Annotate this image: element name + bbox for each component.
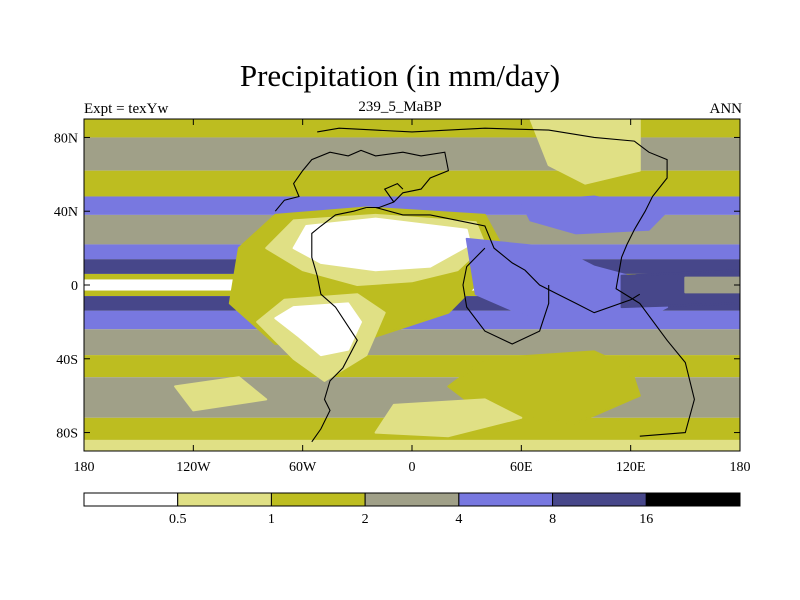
x-tick-label: 120W: [176, 460, 211, 475]
colorbar-label: 1: [268, 512, 275, 527]
colorbar-label: 8: [549, 512, 556, 527]
colorbar-label: 2: [362, 512, 369, 527]
y-tick-label: 40N: [54, 205, 78, 220]
coastline-1: [274, 149, 450, 212]
axes: 180 120W 60W 0 60E 120E 180 80N 40N 0 40S 80S: [54, 119, 751, 475]
colorbar-label: 4: [455, 512, 462, 527]
colorbar-box-6: [645, 492, 741, 507]
x-tick-label: 60E: [510, 460, 533, 475]
colorbar-box-0: [83, 492, 179, 507]
y-tick-label: 80S: [56, 427, 78, 442]
colorbar-box-2: [270, 492, 366, 507]
lat-band-2: [84, 170, 740, 197]
y-tick-label: 80N: [54, 131, 78, 146]
x-tick-label: 0: [409, 460, 416, 475]
colorbar-box-5: [552, 492, 647, 507]
y-tick-label: 40S: [56, 353, 78, 368]
coastline-5: [383, 182, 404, 203]
precip-region-4: [274, 302, 362, 357]
time-label: 239_5_MaBP: [358, 99, 442, 115]
y-tick-label: 0: [71, 279, 78, 294]
coastline-4: [462, 247, 550, 345]
colorbar: 0.5 1 2 4 8 16: [83, 492, 741, 527]
colorbar-label: 16: [639, 512, 653, 527]
x-tick-label: 60W: [289, 460, 317, 475]
season-label: ANN: [709, 101, 743, 117]
colorbar-box-4: [458, 492, 554, 507]
lat-band-12: [84, 329, 740, 356]
precip-region-7: [529, 119, 641, 185]
precip-region-2: [292, 217, 472, 272]
colorbar-label: 0.5: [169, 512, 187, 527]
x-tick-label: 180: [730, 460, 751, 475]
coastlines: [274, 127, 695, 443]
chart-title: Precipitation (in mm/day): [239, 58, 561, 93]
x-tick-label: 180: [74, 460, 95, 475]
coastline-3: [375, 206, 641, 314]
precip-region-6: [374, 398, 523, 438]
lat-band-13: [84, 355, 740, 378]
colorbar-box-1: [177, 492, 272, 507]
precip-region-11: [684, 276, 740, 294]
experiment-label: Expt = texYw: [84, 101, 169, 117]
precip-region-9: [465, 237, 669, 327]
precip-region-12: [520, 195, 669, 235]
x-tick-label: 120E: [616, 460, 646, 475]
precip-region-8: [174, 376, 268, 412]
colorbar-box-3: [364, 492, 460, 507]
precip-field: [84, 119, 740, 451]
coastline-0: [317, 127, 695, 437]
coastline-2: [311, 206, 367, 443]
